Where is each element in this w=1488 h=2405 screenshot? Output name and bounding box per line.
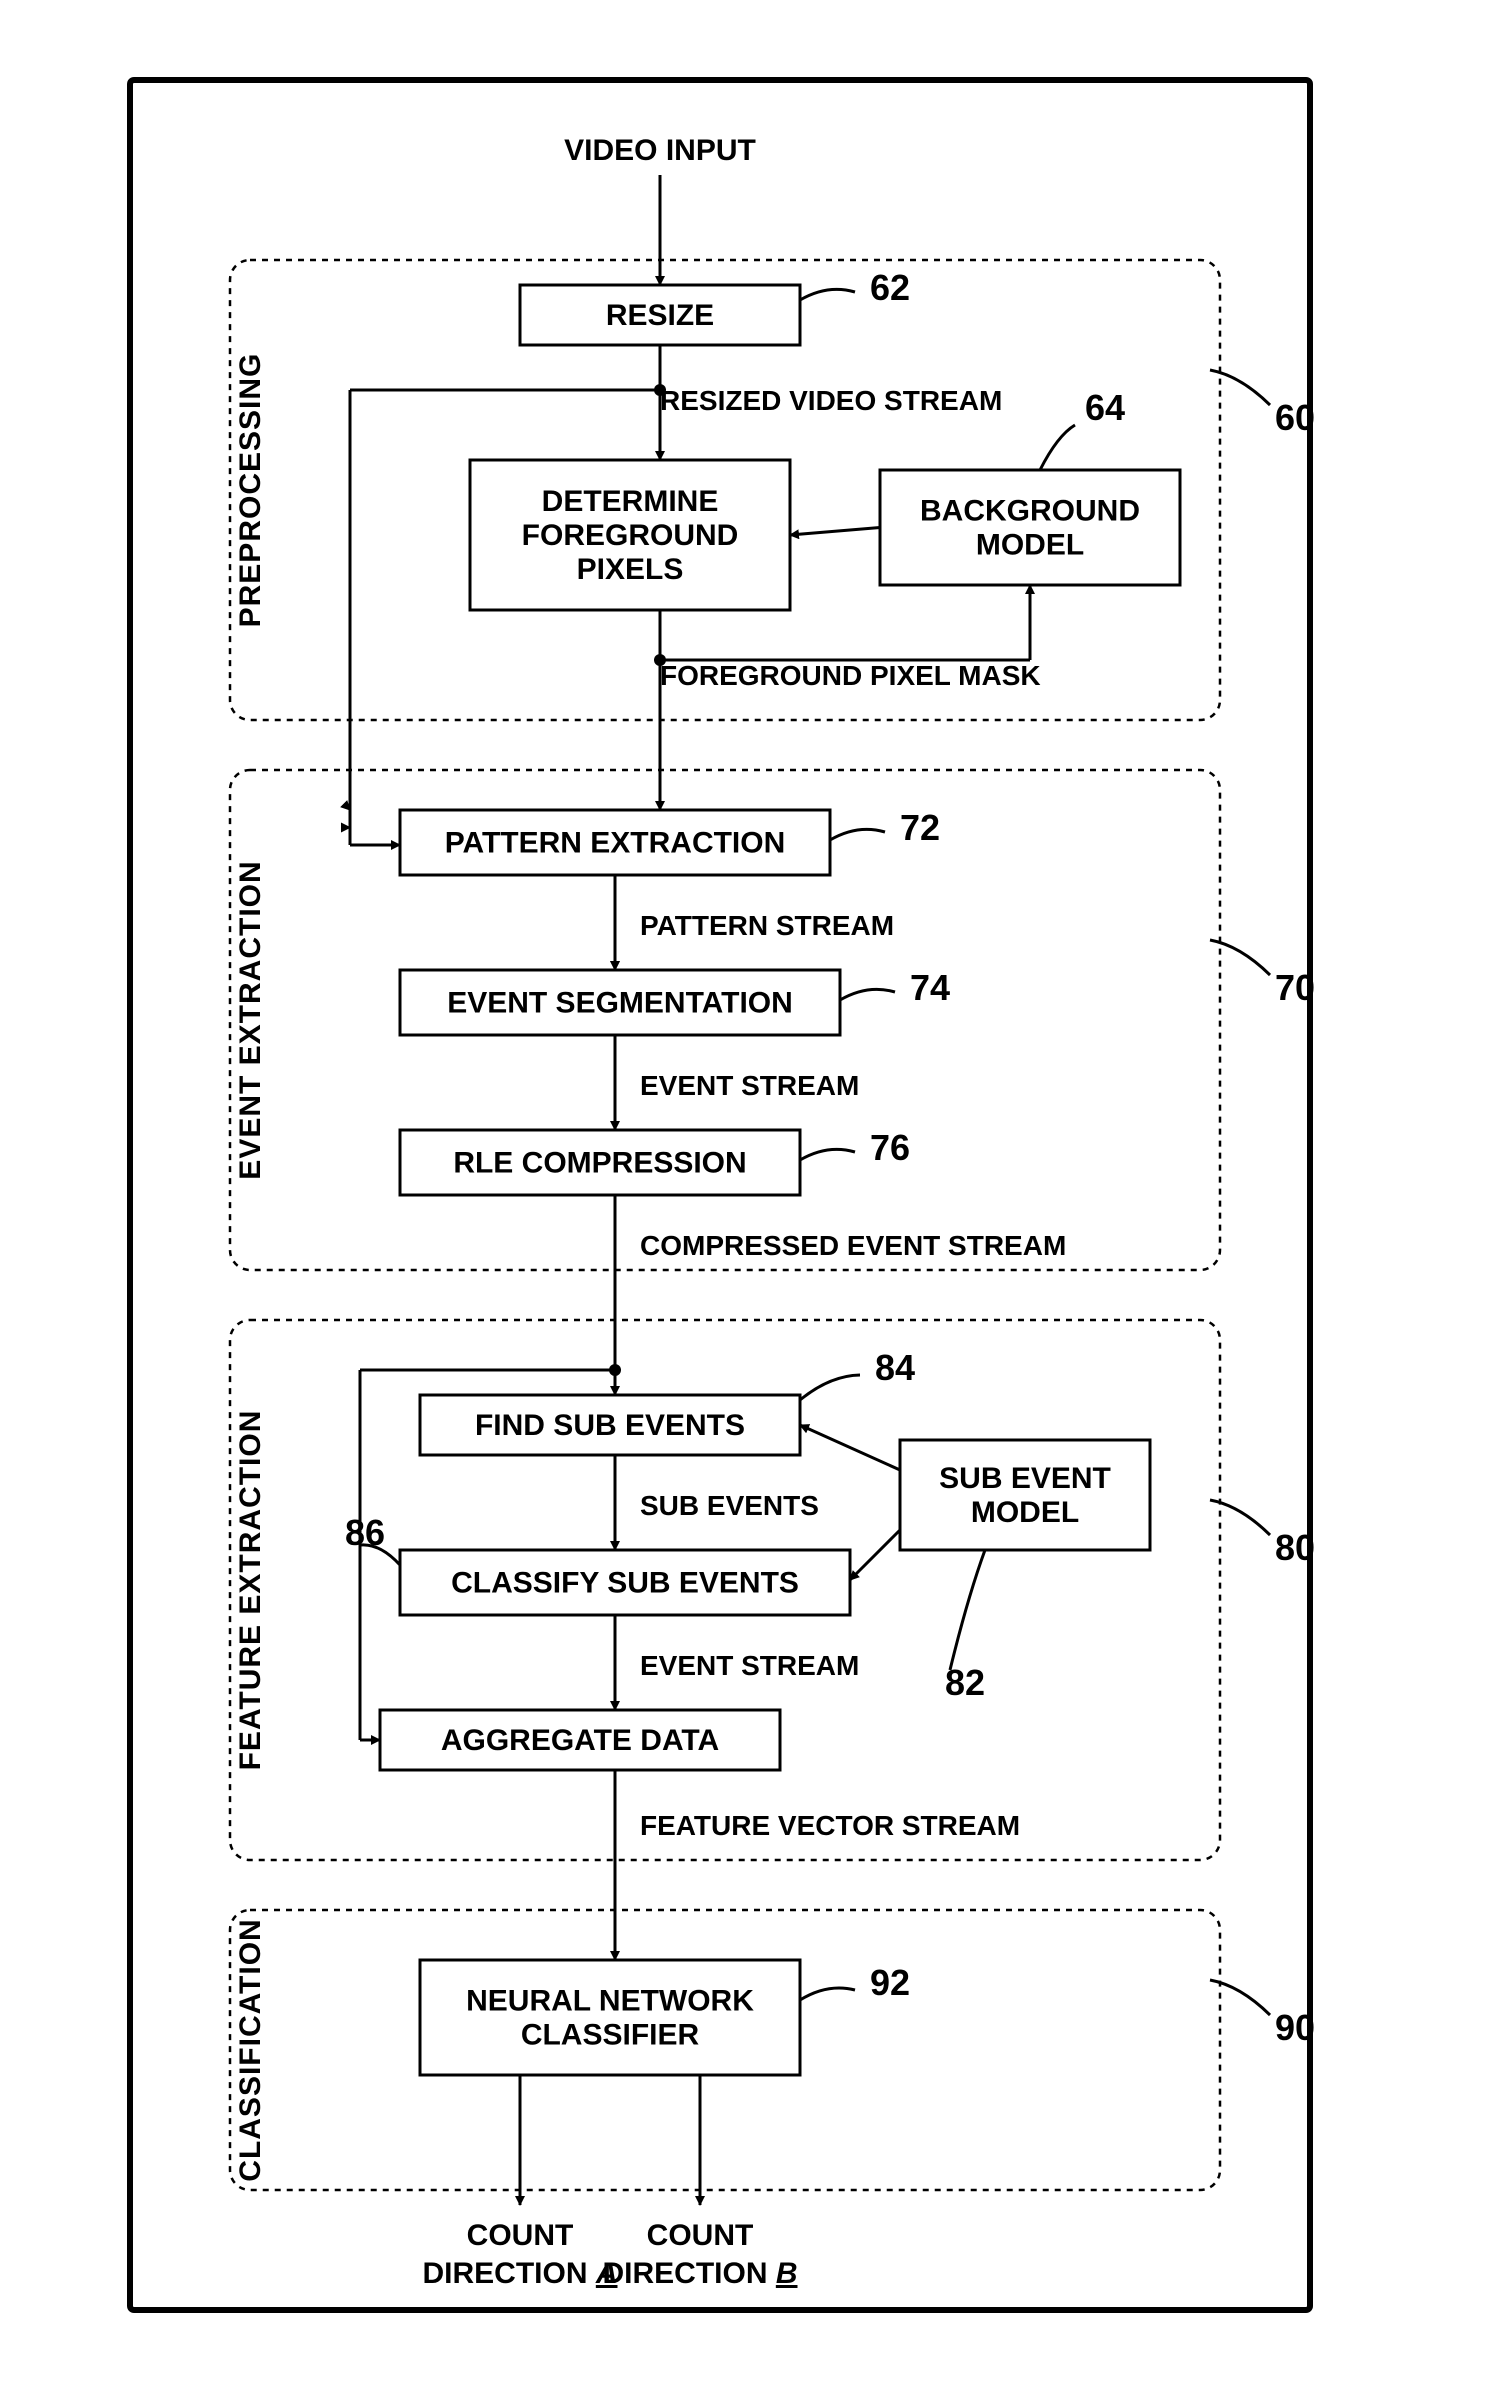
svg-text:PATTERN STREAM: PATTERN STREAM	[640, 910, 894, 941]
svg-text:RLE COMPRESSION: RLE COMPRESSION	[453, 1147, 746, 1180]
svg-text:72: 72	[900, 807, 940, 848]
svg-text:FOREGROUND: FOREGROUND	[522, 519, 739, 552]
svg-text:EVENT SEGMENTATION: EVENT SEGMENTATION	[447, 987, 793, 1020]
svg-text:VIDEO INPUT: VIDEO INPUT	[564, 134, 756, 167]
svg-text:FOREGROUND PIXEL MASK: FOREGROUND PIXEL MASK	[660, 660, 1041, 691]
stage-label-event_extraction: EVENT EXTRACTION	[234, 860, 267, 1179]
svg-text:86: 86	[345, 1512, 385, 1553]
svg-text:62: 62	[870, 267, 910, 308]
svg-text:60: 60	[1275, 397, 1315, 438]
box-background_model	[880, 470, 1180, 585]
svg-text:FEATURE VECTOR STREAM: FEATURE VECTOR STREAM	[640, 1810, 1020, 1841]
svg-text:70: 70	[1275, 967, 1315, 1008]
stage-label-feature_extraction: FEATURE EXTRACTION	[234, 1410, 267, 1771]
svg-text:COMPRESSED EVENT STREAM: COMPRESSED EVENT STREAM	[640, 1230, 1066, 1261]
svg-text:MODEL: MODEL	[976, 529, 1084, 562]
svg-text:SUB EVENTS: SUB EVENTS	[640, 1490, 819, 1521]
box-sub_event_model	[900, 1440, 1150, 1550]
svg-text:SUB EVENT: SUB EVENT	[939, 1462, 1111, 1495]
svg-text:90: 90	[1275, 2007, 1315, 2048]
svg-text:CLASSIFIER: CLASSIFIER	[521, 2019, 700, 2052]
svg-text:PIXELS: PIXELS	[577, 553, 684, 586]
svg-text:80: 80	[1275, 1527, 1315, 1568]
stage-label-classification: CLASSIFICATION	[234, 1918, 267, 2181]
svg-text:BACKGROUND: BACKGROUND	[920, 495, 1140, 528]
svg-text:84: 84	[875, 1347, 915, 1388]
svg-text:76: 76	[870, 1127, 910, 1168]
svg-text:EVENT STREAM: EVENT STREAM	[640, 1070, 859, 1101]
svg-text:COUNT: COUNT	[467, 2219, 574, 2252]
box-neural_network	[420, 1960, 800, 2075]
flowchart: VIDEO INPUT PREPROCESSING EVENT EXTRACTION…	[0, 0, 1488, 2405]
svg-text:DETERMINE: DETERMINE	[542, 485, 719, 518]
svg-text:74: 74	[910, 967, 950, 1008]
svg-text:RESIZED VIDEO STREAM: RESIZED VIDEO STREAM	[660, 385, 1002, 416]
svg-text:MODEL: MODEL	[971, 1496, 1079, 1529]
stage-label-preprocessing: PREPROCESSING	[234, 353, 267, 628]
svg-text:92: 92	[870, 1962, 910, 2003]
svg-text:COUNT: COUNT	[647, 2219, 754, 2252]
svg-text:RESIZE: RESIZE	[606, 299, 714, 332]
svg-text:AGGREGATE DATA: AGGREGATE DATA	[441, 1724, 719, 1757]
svg-text:EVENT STREAM: EVENT STREAM	[640, 1650, 859, 1681]
svg-text:64: 64	[1085, 387, 1125, 428]
svg-text:PATTERN EXTRACTION: PATTERN EXTRACTION	[445, 827, 786, 860]
svg-text:NEURAL NETWORK: NEURAL NETWORK	[466, 1985, 754, 2018]
svg-text:DIRECTION A: DIRECTION A	[422, 2257, 617, 2290]
svg-text:DIRECTION B: DIRECTION B	[602, 2257, 797, 2290]
svg-text:CLASSIFY SUB EVENTS: CLASSIFY SUB EVENTS	[451, 1567, 799, 1600]
svg-text:FIND SUB EVENTS: FIND SUB EVENTS	[475, 1409, 745, 1442]
